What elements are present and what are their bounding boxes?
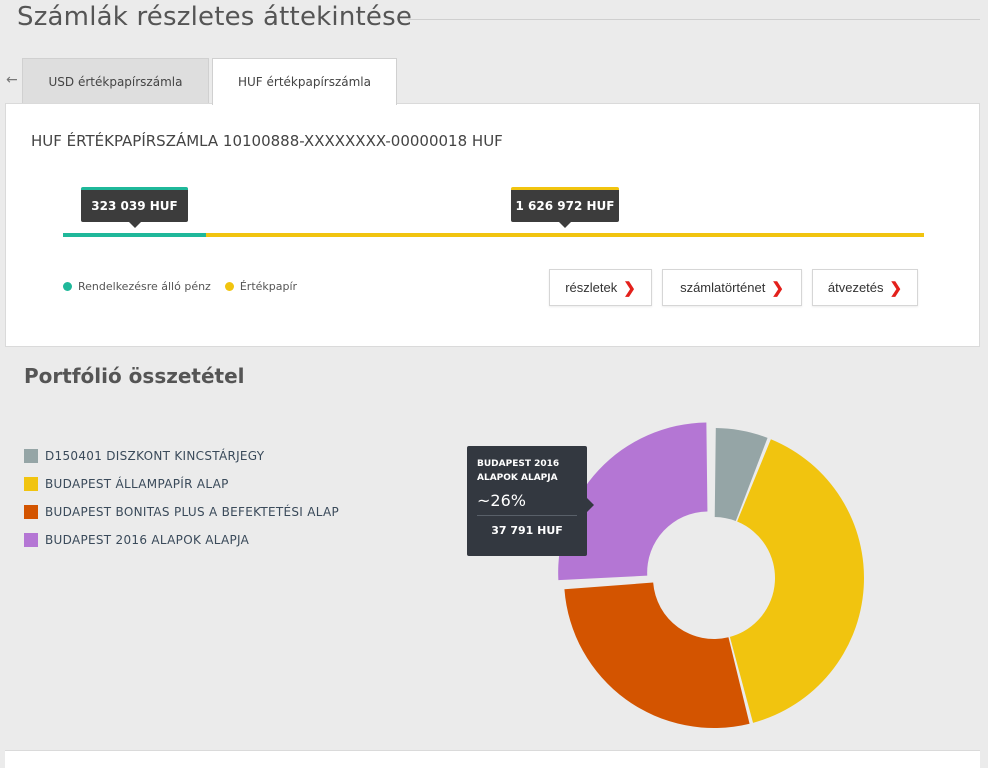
details-button-label: részletek xyxy=(565,280,618,295)
account-history-button[interactable]: számlatörténet ❯ xyxy=(662,269,802,306)
portfolio-legend-item[interactable]: BUDAPEST 2016 ALAPOK ALAPJA xyxy=(24,526,339,554)
portfolio-legend-swatch xyxy=(24,477,38,491)
legend-dot-securities xyxy=(224,282,234,291)
pie-tooltip: BUDAPEST 2016 ALAPOK ALAPJA ~26% 37 791 … xyxy=(467,446,594,556)
tabs-back-arrow-icon[interactable]: ← xyxy=(6,72,18,88)
legend-item-securities: Értékpapír xyxy=(224,280,298,293)
portfolio-legend-swatch xyxy=(24,505,38,519)
portfolio-legend-item[interactable]: D150401 DISZKONT KINCSTÁRJEGY xyxy=(24,442,339,470)
legend-label-cash: Rendelkezésre álló pénz xyxy=(78,280,211,293)
legend-dot-cash xyxy=(63,282,72,291)
title-divider xyxy=(408,19,980,20)
securities-balance-chip: 1 626 972 HUF xyxy=(511,187,619,228)
portfolio-legend: D150401 DISZKONT KINCSTÁRJEGY BUDAPEST ÁL… xyxy=(24,442,339,554)
chevron-right-icon: ❯ xyxy=(771,279,784,297)
portfolio-legend-label: BUDAPEST ÁLLAMPAPÍR ALAP xyxy=(45,477,229,491)
legend-item-cash: Rendelkezésre álló pénz xyxy=(63,280,211,293)
portfolio-legend-label: D150401 DISZKONT KINCSTÁRJEGY xyxy=(45,449,265,463)
pie-tooltip-label-line1: BUDAPEST 2016 xyxy=(477,459,560,469)
details-button[interactable]: részletek ❯ xyxy=(549,269,652,306)
pie-tooltip-value: 37 791 HUF xyxy=(491,524,563,537)
cash-balance-chip: 323 039 HUF xyxy=(81,187,188,228)
pie-tooltip-label-line2: ALAPOK ALAPJA xyxy=(477,473,558,483)
chevron-right-icon: ❯ xyxy=(623,279,636,297)
portfolio-legend-swatch xyxy=(24,449,38,463)
account-history-button-label: számlatörténet xyxy=(680,280,766,295)
transfer-button[interactable]: átvezetés ❯ xyxy=(812,269,918,306)
portfolio-legend-label: BUDAPEST BONITAS PLUS A BEFEKTETÉSI ALAP xyxy=(45,505,340,519)
balance-bar-securities-segment xyxy=(206,233,924,237)
balance-legend: Rendelkezésre álló pénz Értékpapír xyxy=(63,280,297,293)
balance-bar-cash-segment xyxy=(63,233,206,237)
next-panel-edge xyxy=(5,750,980,768)
portfolio-legend-label: BUDAPEST 2016 ALAPOK ALAPJA xyxy=(45,533,250,547)
balance-bar xyxy=(63,233,924,237)
page-title: Számlák részletes áttekintése xyxy=(17,2,413,32)
portfolio-legend-item[interactable]: BUDAPEST BONITAS PLUS A BEFEKTETÉSI ALAP xyxy=(24,498,339,526)
portfolio-legend-item[interactable]: BUDAPEST ÁLLAMPAPÍR ALAP xyxy=(24,470,339,498)
portfolio-legend-swatch xyxy=(24,533,38,547)
transfer-button-label: átvezetés xyxy=(827,280,884,295)
pie-slice[interactable] xyxy=(729,439,865,723)
pie-tooltip-percent: ~26% xyxy=(477,491,526,510)
pie-tooltip-divider xyxy=(477,515,577,516)
tab-usd-account[interactable]: USD értékpapírszámla xyxy=(22,58,209,104)
pie-slice[interactable] xyxy=(564,582,750,729)
legend-label-securities: Értékpapír xyxy=(239,280,298,293)
cash-balance-label: 323 039 HUF xyxy=(91,199,178,213)
portfolio-title: Portfólió összetétel xyxy=(24,364,245,388)
account-panel: HUF ÉRTÉKPAPÍRSZÁMLA 10100888-XXXXXXXX-0… xyxy=(5,103,980,347)
pie-slice[interactable] xyxy=(714,428,768,522)
tab-huf-account[interactable]: HUF értékpapírszámla xyxy=(212,58,397,105)
account-title: HUF ÉRTÉKPAPÍRSZÁMLA 10100888-XXXXXXXX-0… xyxy=(31,132,503,150)
chevron-right-icon: ❯ xyxy=(889,279,903,297)
securities-balance-label: 1 626 972 HUF xyxy=(515,199,615,213)
pie-slice[interactable] xyxy=(558,422,708,581)
